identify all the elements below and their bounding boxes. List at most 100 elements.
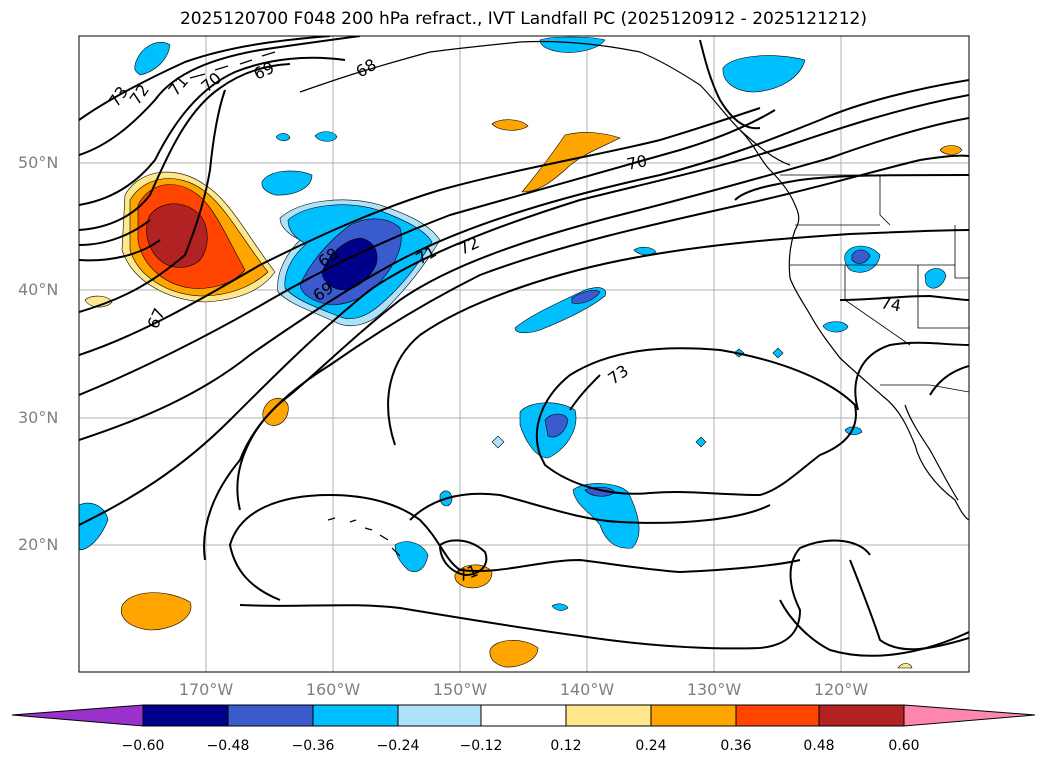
contour-r — [239, 539, 871, 650]
fill-pos-south-3 — [489, 640, 539, 668]
state-borders — [780, 174, 969, 393]
fill-neg-east-3 — [822, 321, 849, 333]
colorbar-tick-label: −0.24 — [376, 738, 420, 754]
fill-neg-upper-left — [134, 42, 171, 76]
fill-pos-east-2 — [897, 663, 913, 669]
fill-neg-east-2 — [851, 249, 871, 264]
contour-p — [409, 492, 771, 524]
colorbar-tick-label: −0.48 — [206, 738, 250, 754]
contour-m — [203, 154, 969, 561]
lat-label-30n: 30°N — [18, 408, 59, 427]
fill-pos-nw-darkred — [146, 203, 208, 268]
contour-z — [569, 374, 601, 411]
colorbar-tick-label: 0.12 — [550, 738, 582, 754]
contour-y — [839, 294, 969, 301]
plot-frame — [78, 35, 970, 673]
contour-u — [779, 599, 969, 657]
fill-neg-small-c — [275, 133, 291, 142]
border-us-mexico — [880, 384, 969, 393]
lat-label-50n: 50°N — [18, 153, 59, 172]
coast-alaska — [299, 40, 791, 166]
colorbar-tick-label: 0.48 — [803, 738, 835, 754]
contour-n — [387, 229, 969, 446]
lon-label-160w: 160°W — [305, 680, 361, 699]
contour-j — [79, 79, 969, 441]
contour-e — [79, 219, 151, 246]
colorbar-segment-2 — [227, 704, 314, 727]
colorbar-tick-label: 0.36 — [720, 738, 752, 754]
contour-s — [854, 341, 969, 411]
colorbar-segment-9 — [818, 704, 905, 727]
contour-v — [849, 559, 969, 651]
colorbar-segment-8 — [735, 704, 820, 727]
contour-label: 74 — [879, 293, 902, 315]
fill-neg-tiny-5 — [772, 347, 784, 359]
fill-neg-top-right — [722, 55, 806, 93]
lon-label-130w: 130°W — [686, 680, 742, 699]
lat-label-20n: 20°N — [18, 535, 59, 554]
fill-pos-east-1 — [939, 145, 963, 155]
contour-aa — [699, 39, 761, 130]
fill-neg-top-center — [539, 36, 606, 53]
contour-b — [79, 36, 361, 156]
colorbar-segment-3 — [312, 704, 399, 727]
lon-label-150w: 150°W — [432, 680, 488, 699]
contour-h — [79, 107, 761, 356]
coast-bc — [739, 129, 800, 231]
colorbar-segment-4 — [397, 704, 482, 727]
fill-neg-tiny-1 — [633, 246, 657, 256]
fill-neg-tiny-4 — [491, 435, 505, 449]
colorbar-over-arrow — [903, 704, 1036, 727]
colorbar-segment-5 — [480, 704, 567, 727]
colorbar-tick-label: 0.24 — [635, 738, 667, 754]
colorbar-tick-label: −0.36 — [291, 738, 335, 754]
hawaii — [327, 517, 401, 557]
border-ut — [954, 225, 969, 279]
border-ca-nv — [844, 265, 911, 346]
map-title: 2025120700 F048 200 hPa refract., IVT La… — [179, 9, 867, 29]
contour-q — [228, 493, 801, 601]
contour-t — [929, 365, 969, 396]
colorbar-tick-label: 0.60 — [888, 738, 920, 754]
lon-label-170w: 170°W — [178, 680, 234, 699]
coast-aleutians — [189, 51, 276, 79]
border-id — [879, 175, 891, 226]
gridlines — [79, 36, 969, 672]
fill-pos-small-1 — [491, 119, 529, 131]
colorbar-segment-7 — [650, 704, 737, 727]
contour-w — [438, 539, 488, 577]
fill-neg-southwest — [394, 541, 429, 572]
contour-f — [79, 239, 161, 262]
contour-i — [79, 109, 776, 396]
fill-neg-south-right — [572, 483, 640, 549]
fill-neg-small-b — [314, 131, 338, 142]
colorbar — [11, 704, 1036, 727]
fill-neg-south-center-inner — [544, 413, 569, 438]
contour-g — [79, 89, 226, 313]
fill-neg-tiny-7 — [695, 436, 707, 448]
contour-o — [535, 347, 857, 497]
fill-pos-ne-streak — [521, 132, 621, 193]
contour-a — [79, 36, 331, 121]
colorbar-tick-label: −0.12 — [459, 738, 503, 754]
contour-k — [79, 94, 969, 526]
fill-neg-east-4 — [924, 268, 947, 289]
lon-label-120w: 120°W — [813, 680, 869, 699]
colorbar-segment-6 — [565, 704, 652, 727]
colorbar-under-arrow — [11, 704, 144, 727]
coast-west — [788, 229, 969, 521]
colorbar-tick-label: −0.60 — [121, 738, 165, 754]
fill-pos-south-1 — [120, 592, 192, 631]
coastlines — [189, 40, 969, 557]
lat-label-40n: 40°N — [18, 280, 59, 299]
lon-label-140w: 140°W — [559, 680, 615, 699]
contour-d — [79, 63, 291, 231]
refractivity-contours — [79, 36, 969, 657]
negative-anomaly-fills — [79, 36, 947, 611]
colorbar-segment-1 — [142, 704, 229, 727]
plot-area — [79, 36, 969, 672]
contour-c — [79, 56, 346, 206]
coast-baja — [904, 404, 959, 501]
fill-neg-mid-streak-inner — [571, 290, 601, 304]
fill-neg-small-a — [261, 170, 313, 196]
